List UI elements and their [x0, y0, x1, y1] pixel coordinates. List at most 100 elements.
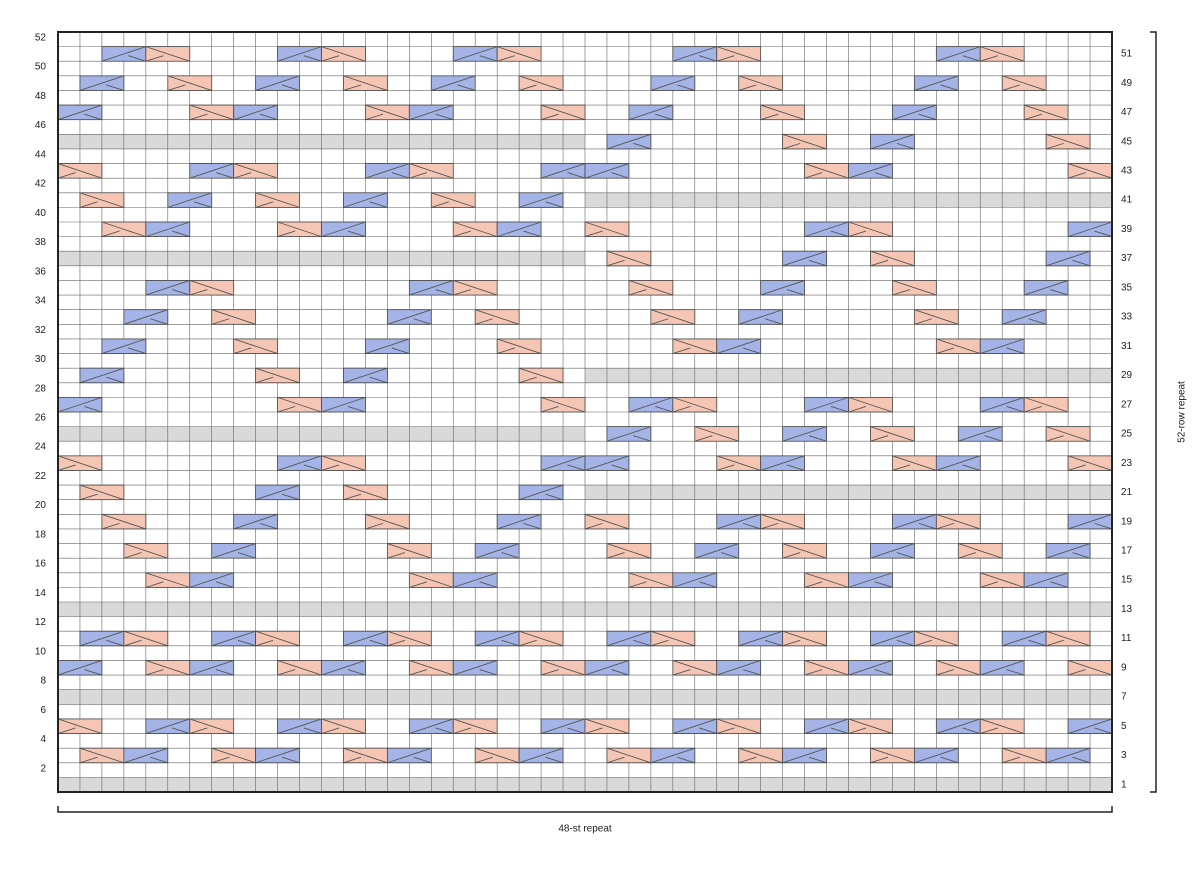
- cable-stroke: [936, 46, 981, 62]
- row-number: 14: [35, 588, 47, 599]
- row-number: 22: [35, 471, 47, 482]
- cable-stroke: [606, 747, 652, 764]
- cable-stroke: [1002, 747, 1047, 764]
- cable-stroke: [387, 630, 432, 647]
- cable-stroke: [233, 513, 278, 530]
- cable-stroke: [409, 718, 454, 734]
- cable-stroke: [870, 133, 915, 150]
- cable-stroke: [584, 221, 630, 238]
- cable-stroke: [101, 221, 146, 238]
- cable-stroke: [804, 660, 849, 676]
- cable-stroke: [870, 543, 915, 559]
- row-number: 51: [1121, 49, 1133, 60]
- stitch-repeat-label: 48-st repeat: [558, 824, 612, 835]
- cable-stroke: [540, 718, 586, 734]
- cable-stroke: [936, 513, 981, 530]
- row-number: 23: [1121, 458, 1133, 469]
- cable-stroke: [255, 484, 300, 501]
- cable-stroke: [628, 396, 673, 413]
- row-number: 18: [35, 529, 47, 540]
- row-number: 8: [40, 676, 46, 687]
- cable-stroke: [738, 630, 783, 647]
- cable-stroke: [453, 280, 498, 296]
- cable-stroke: [628, 104, 673, 121]
- cable-stroke: [387, 543, 432, 559]
- row-number: 26: [35, 412, 47, 423]
- row-number: 29: [1121, 370, 1133, 381]
- cable-stroke: [914, 630, 959, 647]
- row-number: 27: [1121, 399, 1133, 410]
- cable-stroke: [518, 75, 564, 91]
- cable-stroke: [936, 660, 981, 676]
- cable-stroke: [277, 660, 322, 676]
- cable-stroke: [892, 280, 937, 296]
- cable-stroke: [980, 718, 1025, 734]
- cable-stroke: [672, 718, 717, 734]
- row-number: 48: [35, 91, 47, 102]
- cable-stroke: [760, 280, 805, 296]
- cable-stroke: [540, 396, 586, 413]
- cable-stroke: [145, 572, 190, 588]
- cables: [57, 46, 1113, 764]
- cable-stroke: [255, 367, 300, 384]
- cable-stroke: [760, 513, 805, 530]
- cable-stroke: [321, 455, 366, 471]
- cable-stroke: [123, 309, 168, 325]
- cable-stroke: [848, 163, 893, 179]
- cable-stroke: [1024, 280, 1069, 296]
- cable-stroke: [255, 75, 300, 91]
- cable-stroke: [628, 572, 673, 588]
- cable-stroke: [804, 163, 849, 179]
- cable-stroke: [540, 163, 586, 179]
- cable-stroke: [475, 309, 520, 325]
- cable-stroke: [1045, 747, 1091, 764]
- cable-stroke: [145, 660, 190, 676]
- row-number: 28: [35, 383, 47, 394]
- cable-stroke: [365, 513, 410, 530]
- cable-stroke: [958, 543, 1003, 559]
- cable-stroke: [914, 747, 959, 764]
- cable-stroke: [475, 543, 520, 559]
- cable-stroke: [497, 221, 542, 238]
- row-number: 50: [35, 62, 47, 73]
- cable-stroke: [277, 396, 322, 413]
- cable-stroke: [1024, 396, 1069, 413]
- cable-stroke: [1045, 630, 1091, 647]
- row-number: 25: [1121, 429, 1133, 440]
- row-number: 20: [35, 500, 47, 511]
- cable-stroke: [584, 660, 630, 676]
- cable-stroke: [848, 221, 893, 238]
- cable-stroke: [540, 455, 586, 471]
- cable-stroke: [980, 572, 1025, 588]
- cable-stroke: [584, 455, 630, 471]
- row-number: 5: [1121, 721, 1127, 732]
- cable-stroke: [804, 221, 849, 238]
- cable-stroke: [101, 513, 146, 530]
- row-number: 44: [35, 149, 47, 160]
- cable-stroke: [914, 75, 959, 91]
- row-number: 33: [1121, 312, 1133, 323]
- cable-stroke: [365, 104, 410, 121]
- cable-stroke: [518, 630, 564, 647]
- cable-stroke: [606, 630, 652, 647]
- cable-stroke: [79, 484, 125, 501]
- cable-stroke: [518, 192, 564, 208]
- cable-stroke: [606, 543, 652, 559]
- cable-stroke: [453, 221, 498, 238]
- cable-stroke: [760, 104, 805, 121]
- cable-stroke: [1045, 426, 1091, 442]
- chart-border: [57, 31, 1113, 793]
- row-number: 21: [1121, 487, 1133, 498]
- cable-stroke: [189, 104, 234, 121]
- cable-stroke: [716, 660, 761, 676]
- cable-stroke: [343, 747, 388, 764]
- cable-stroke: [497, 46, 542, 62]
- cable-stroke: [650, 75, 695, 91]
- cable-stroke: [672, 46, 717, 62]
- row-number: 39: [1121, 224, 1133, 235]
- cable-stroke: [57, 104, 103, 121]
- cable-stroke: [475, 630, 520, 647]
- cable-stroke: [145, 718, 190, 734]
- cable-stroke: [628, 280, 673, 296]
